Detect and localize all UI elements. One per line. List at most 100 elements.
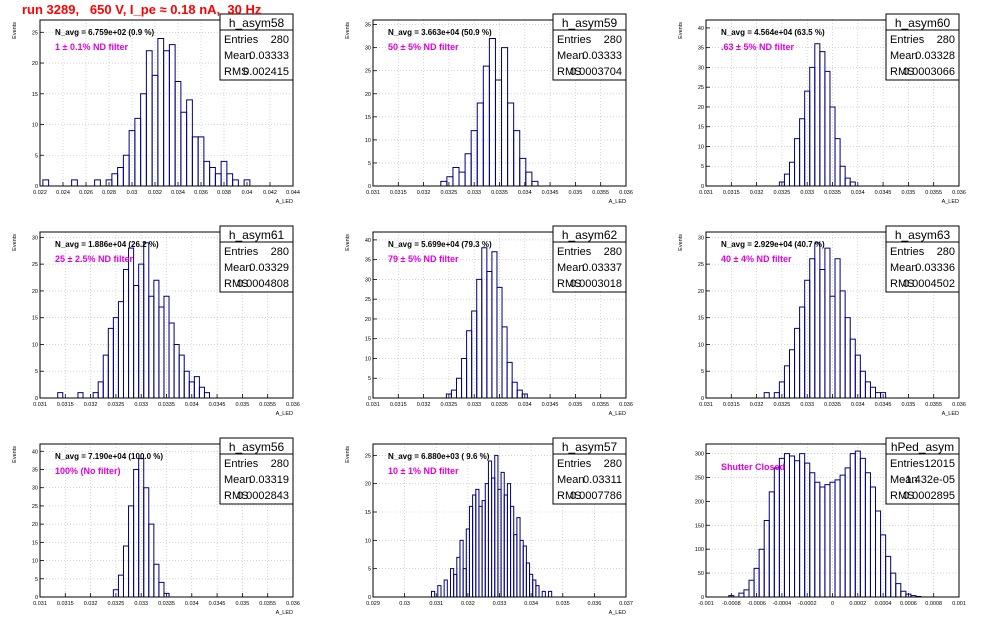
histogram-bar (486, 271, 493, 398)
histogram-bar (513, 130, 521, 186)
y-axis-title: Events (345, 446, 351, 463)
navg-label: N_avg = 6.880e+03 ( 9.6 %) (388, 452, 490, 461)
x-tick-label: 0.034 (185, 402, 199, 408)
x-tick-label: 0.036 (194, 190, 208, 196)
filter-label: 100% (No filter) (55, 466, 121, 476)
stats-box (552, 13, 627, 81)
x-tick-label: 0.0355 (259, 601, 276, 607)
x-tick-label: 0.031 (429, 601, 443, 607)
x-tick-label: 0.032 (417, 402, 431, 408)
histogram-bar (788, 349, 796, 398)
histogram-bar (209, 167, 216, 186)
histogram-bar (214, 173, 222, 186)
histogram-bar (834, 479, 841, 597)
x-tick-label: 0.035 (902, 402, 916, 408)
x-axis-title: A_LED (942, 411, 959, 417)
x-tick-label: 0.0325 (773, 402, 790, 408)
histogram-bar (158, 306, 165, 398)
x-tick-label: -0.001 (698, 601, 714, 607)
y-tick-label: 5 (368, 161, 371, 167)
x-tick-label: 0.035 (556, 601, 570, 607)
histogram-name: h_asym60 (895, 16, 951, 30)
y-tick-label: 40 (32, 449, 38, 455)
histogram-bar (158, 581, 165, 597)
y-tick-label: 10 (365, 138, 371, 144)
y-tick-label: 30 (365, 277, 371, 283)
y-tick-label: 5 (35, 577, 38, 583)
histogram-bar (455, 377, 463, 398)
x-tick-label: 0.044 (286, 190, 300, 196)
x-tick-label: 0.034 (524, 601, 538, 607)
x-tick-label: 0.035 (236, 402, 250, 408)
histogram-bar (157, 37, 165, 186)
histogram-name: h_asym58 (229, 16, 285, 30)
y-tick-label: 25 (365, 453, 371, 459)
x-tick-label: 0.0335 (491, 190, 508, 196)
stats-label: RMS (557, 66, 581, 78)
histogram-bar (226, 173, 234, 186)
y-tick-label: 15 (698, 316, 704, 322)
y-tick-label: 200 (695, 499, 704, 505)
y-tick-label: 35 (32, 468, 38, 474)
x-tick-label: 0.034 (185, 601, 199, 607)
stats-label: Mean (890, 474, 918, 486)
histogram-bar (471, 310, 478, 398)
histogram-bar (107, 327, 114, 398)
x-tick-label: 0.0335 (824, 402, 841, 408)
histogram-bar (824, 70, 831, 186)
stats-value: 0.03319 (249, 474, 289, 486)
x-tick-label: 0.033 (800, 402, 814, 408)
y-tick-label: 30 (698, 65, 704, 71)
stats-label: Mean (557, 262, 585, 274)
stats-value: 280 (271, 246, 289, 258)
histogram-bar (134, 117, 142, 186)
x-tick-label: 0.0002 (849, 601, 866, 607)
histogram-bar (748, 579, 755, 597)
histogram-bar (885, 555, 892, 597)
stats-label: RMS (224, 66, 248, 78)
x-axis-title: A_LED (276, 610, 293, 616)
y-tick-label: 15 (32, 316, 38, 322)
y-tick-label: 15 (365, 115, 371, 121)
histogram-bar (198, 386, 205, 398)
y-tick-label: 0 (701, 595, 704, 601)
histogram-bar (506, 361, 513, 398)
histogram-bar (890, 572, 897, 597)
histogram-bar (773, 392, 780, 398)
x-tick-label: 0.033 (134, 402, 148, 408)
stats-label: Entries (557, 458, 592, 470)
x-tick-label: 0.031 (366, 190, 380, 196)
histogram-name: hPed_asym (891, 440, 954, 454)
stats-label: Mean (557, 50, 585, 62)
histogram-bar (895, 583, 902, 597)
y-axis-title: Events (345, 22, 351, 39)
stats-label: Entries (224, 246, 259, 258)
stats-box (552, 225, 627, 293)
x-tick-label: 0.032 (461, 601, 475, 607)
stats-value: 280 (604, 34, 622, 46)
y-axis-title: Events (678, 22, 684, 39)
x-tick-label: 0.0008 (925, 601, 942, 607)
histogram-bar (900, 590, 907, 597)
histogram-bar (809, 472, 816, 597)
histogram-bar (849, 181, 856, 186)
stats-box (885, 225, 960, 293)
histogram-bar (122, 154, 130, 186)
stats-value: 280 (937, 34, 955, 46)
histogram-name: h_asym63 (895, 228, 951, 242)
y-tick-label: 30 (32, 486, 38, 492)
histogram-bar (788, 161, 796, 186)
stats-label: Mean (224, 50, 252, 62)
stats-value: 0.03329 (249, 262, 289, 274)
histogram-bar (133, 469, 140, 597)
y-axis-title: Events (345, 234, 351, 251)
histogram-h_asym63: 0.031 0.0315 0.032 0.0325 0.033 0.0335 0.034 0.… (678, 225, 966, 417)
x-tick-label: 0.0315 (57, 402, 74, 408)
x-axis-title: A_LED (276, 411, 293, 417)
x-axis-title: A_LED (609, 199, 626, 205)
y-tick-label: 0 (35, 396, 38, 402)
y-tick-label: 35 (365, 23, 371, 29)
x-tick-label: 0.035 (569, 190, 583, 196)
histogram-bar (854, 450, 861, 597)
